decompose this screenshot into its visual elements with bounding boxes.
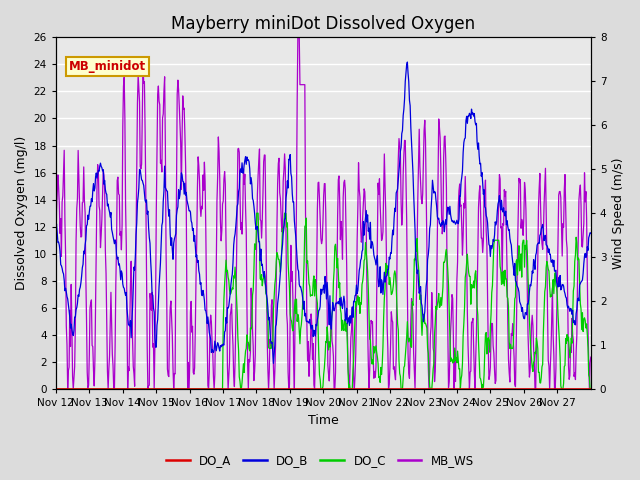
Y-axis label: Wind Speed (m/s): Wind Speed (m/s) bbox=[612, 157, 625, 269]
Y-axis label: Dissolved Oxygen (mg/l): Dissolved Oxygen (mg/l) bbox=[15, 136, 28, 290]
Text: MB_minidot: MB_minidot bbox=[69, 60, 147, 73]
Title: Mayberry miniDot Dissolved Oxygen: Mayberry miniDot Dissolved Oxygen bbox=[172, 15, 476, 33]
Legend: DO_A, DO_B, DO_C, MB_WS: DO_A, DO_B, DO_C, MB_WS bbox=[161, 449, 479, 472]
X-axis label: Time: Time bbox=[308, 414, 339, 427]
